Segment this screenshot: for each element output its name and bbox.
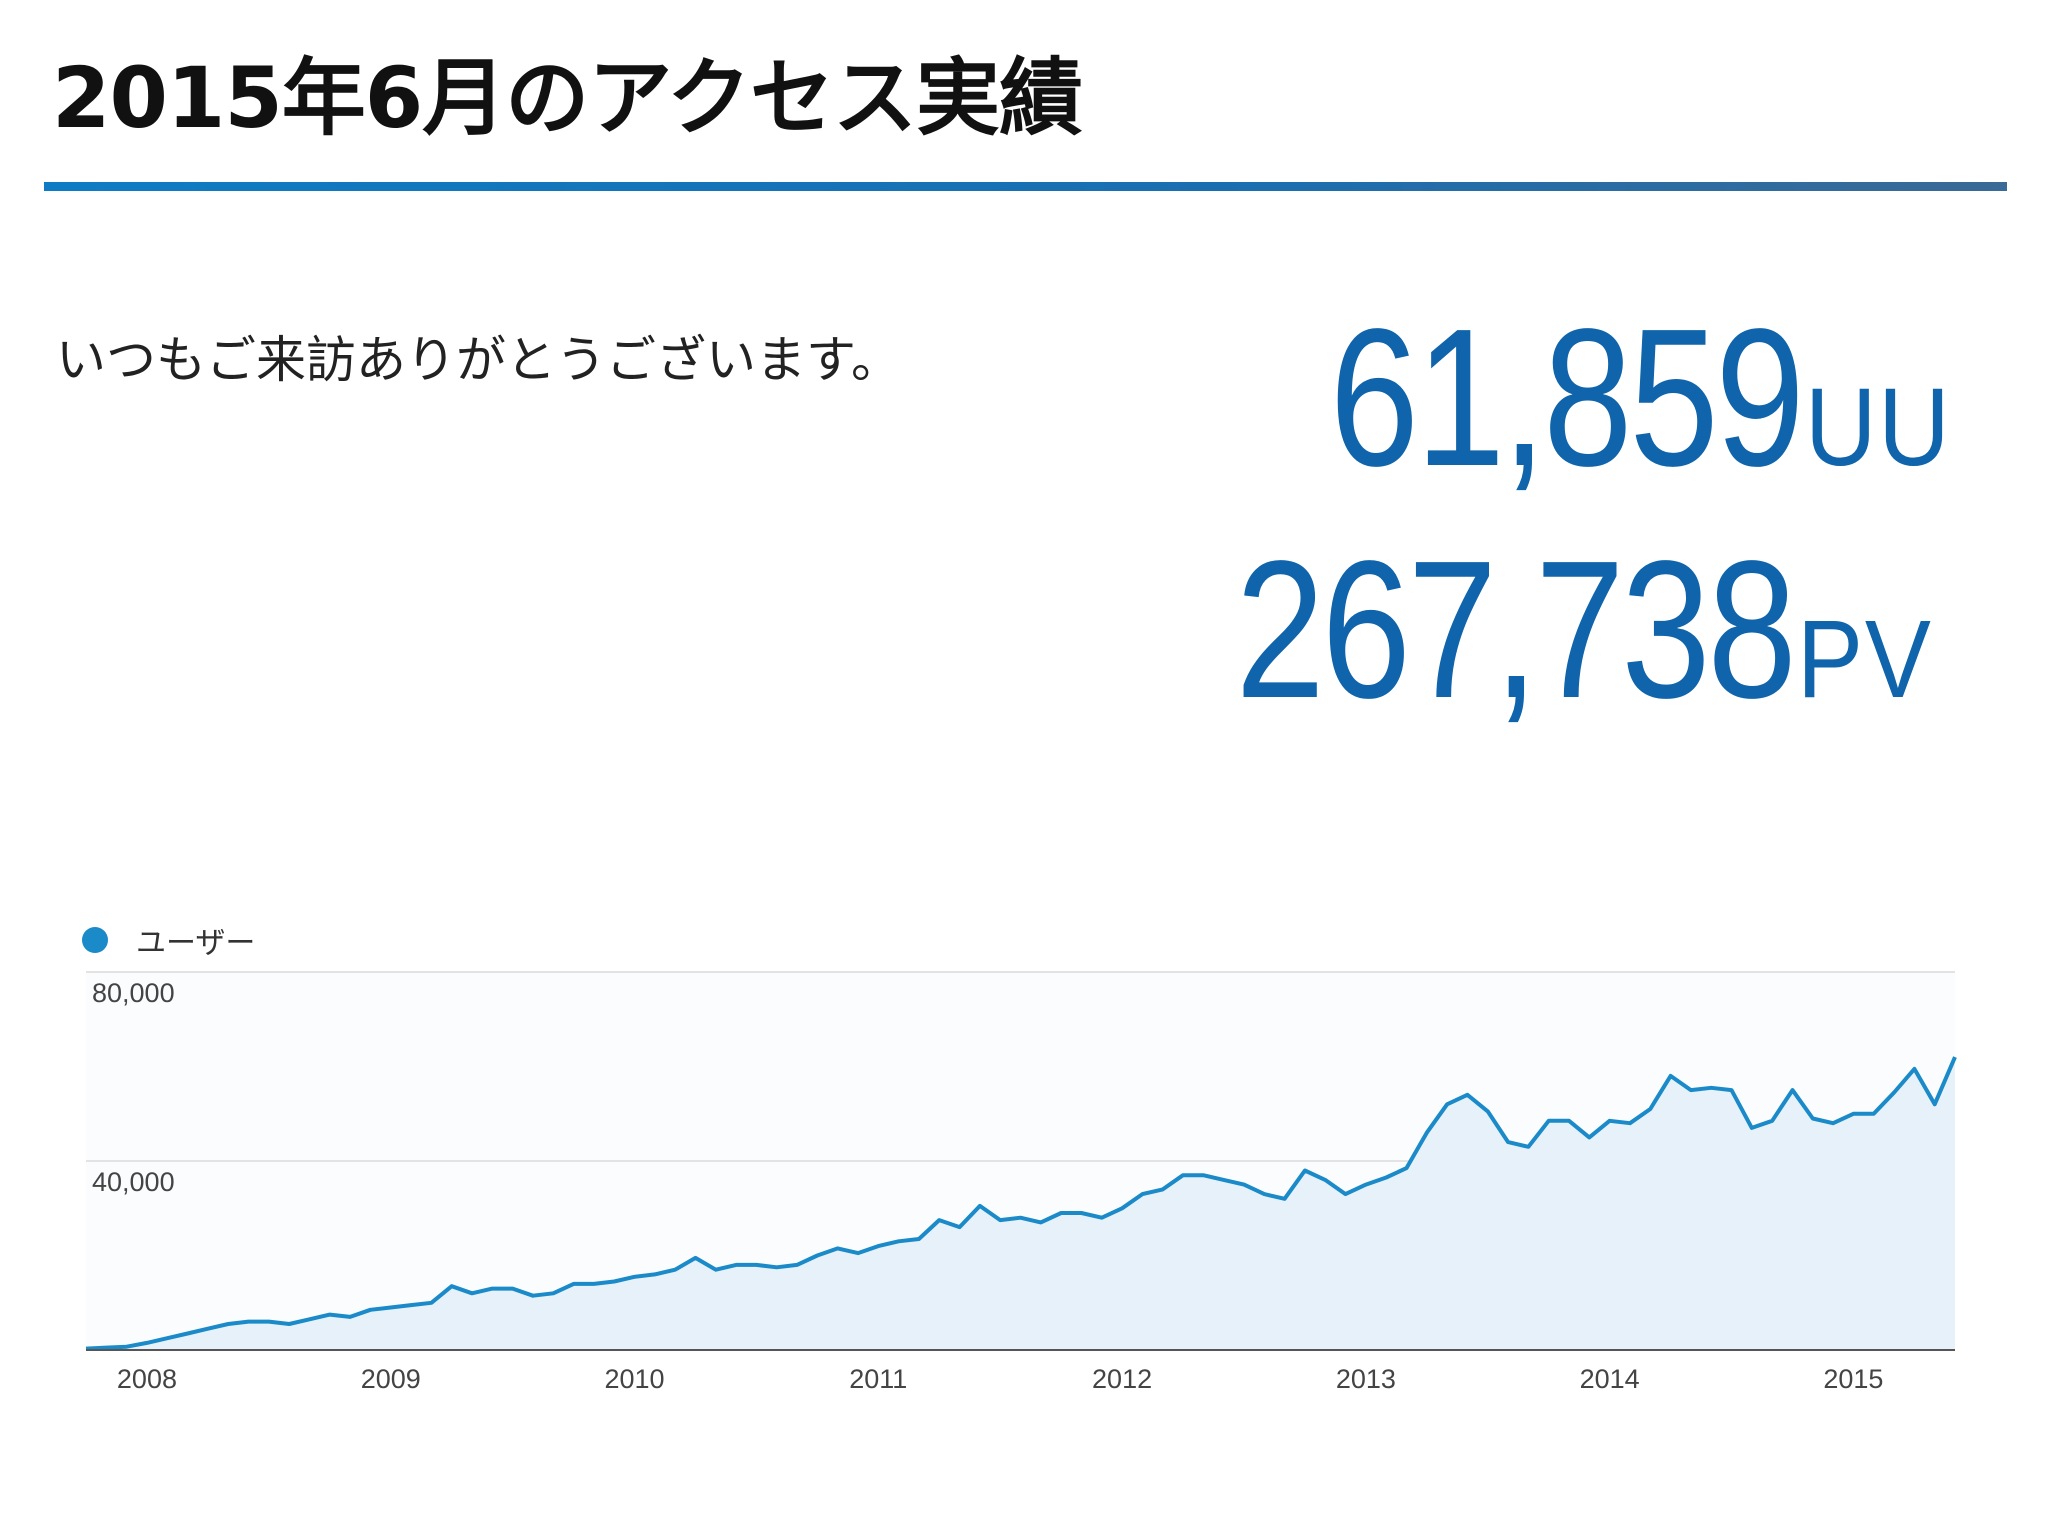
x-tick-label: 2011 (849, 1364, 907, 1394)
legend-label: ユーザー (136, 926, 256, 961)
page-views-unit: PV (1797, 598, 1933, 721)
x-tick-label: 2014 (1580, 1364, 1640, 1394)
chart-legend: ユーザー (82, 918, 255, 962)
title-divider (44, 182, 2007, 191)
y-tick-label: 40,000 (92, 1167, 175, 1197)
x-tick-label: 2012 (1092, 1364, 1152, 1394)
page-views-stat: 267,738 PV (1113, 532, 1948, 728)
unique-users-unit: UU (1805, 366, 1952, 489)
unique-users-stat: 61,859 UU (1226, 300, 1968, 496)
series-area (86, 1057, 1955, 1350)
x-tick-label: 2015 (1823, 1364, 1883, 1394)
legend-marker (82, 927, 108, 953)
x-tick-label: 2008 (117, 1364, 177, 1394)
page-views-value: 267,738 (1235, 520, 1796, 739)
page-title: 2015年6月のアクセス実績 (52, 49, 1083, 147)
x-tick-label: 2013 (1336, 1364, 1396, 1394)
series-line (85, 1056, 1957, 1351)
x-tick-label: 2010 (604, 1364, 664, 1394)
users-chart: ユーザー 80,000 40,000 2008 2009 2010 2011 2012 201… (0, 880, 2048, 1536)
unique-users-value: 61,859 (1329, 288, 1804, 507)
chart-plot: 80,000 40,000 2008 2009 2010 2011 2012 2013 2014… (85, 971, 1957, 1394)
x-tick-label: 2009 (361, 1364, 421, 1394)
greeting-text: いつもご来訪ありがとうございます。 (56, 331, 901, 389)
y-tick-label: 80,000 (92, 978, 175, 1008)
